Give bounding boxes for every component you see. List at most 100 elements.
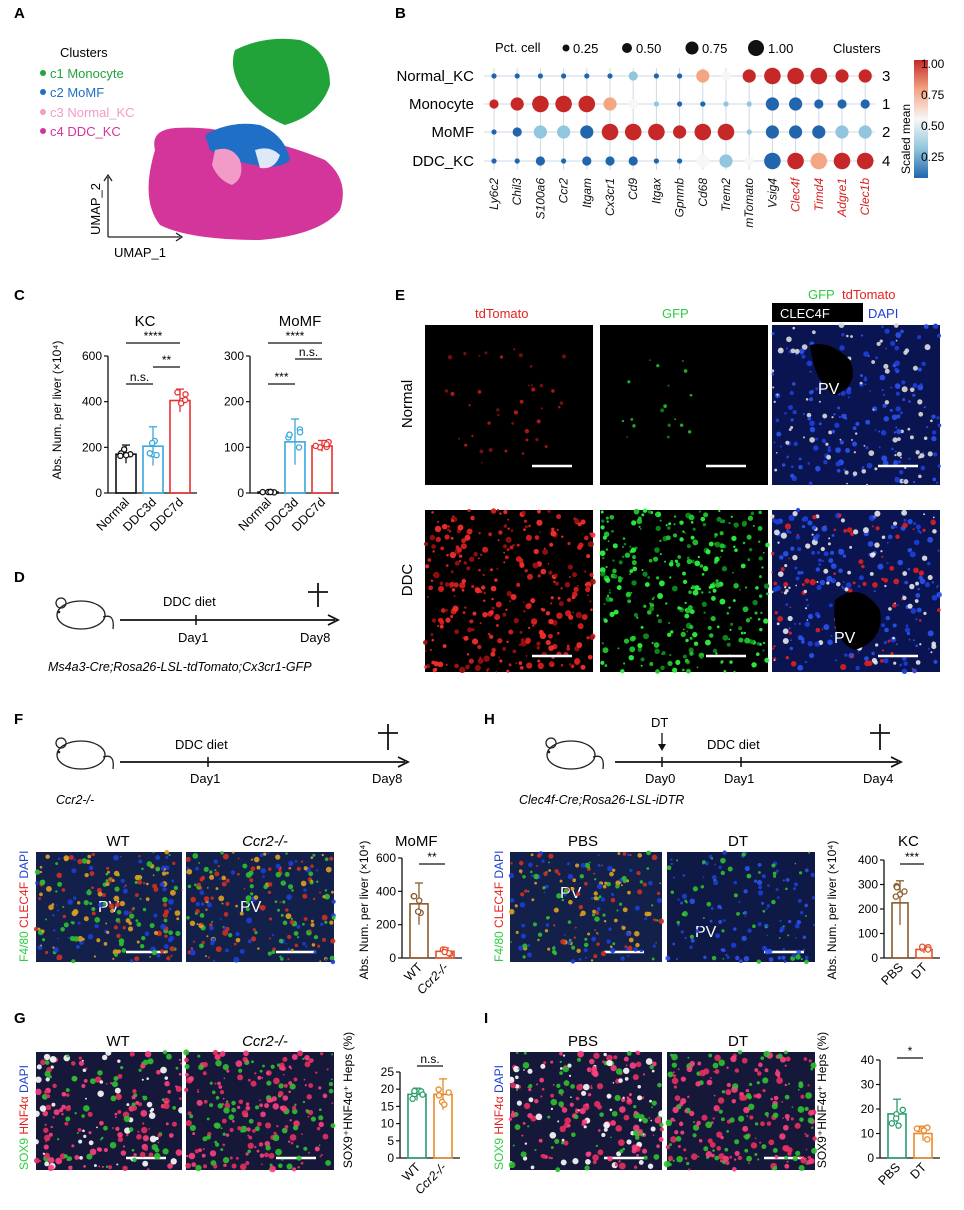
dotplot-dot <box>858 69 872 83</box>
speckle <box>784 1083 788 1087</box>
speckle <box>131 1102 136 1107</box>
speckle <box>793 887 797 891</box>
speckle <box>729 1155 733 1159</box>
speckle <box>757 617 761 621</box>
timeline-f-day8: Day8 <box>372 771 402 786</box>
speckle <box>273 1131 277 1135</box>
speckle <box>256 1149 260 1153</box>
speckle <box>663 404 667 408</box>
pv-label-h-dt: PV <box>695 924 717 941</box>
speckle <box>683 369 688 373</box>
speckle <box>918 570 925 576</box>
speckle <box>815 627 821 633</box>
speckle <box>328 1088 334 1094</box>
speckle <box>864 383 867 386</box>
chart-tick-label: 400 <box>376 884 396 898</box>
speckle <box>38 897 41 900</box>
speckle <box>577 1057 581 1062</box>
speckle <box>435 536 441 543</box>
speckle <box>893 661 897 665</box>
speckle <box>261 1163 263 1166</box>
speckle <box>537 932 543 937</box>
speckle <box>714 1054 721 1062</box>
dotplot-dot <box>814 99 824 109</box>
speckle <box>895 426 898 429</box>
speckle <box>665 524 668 527</box>
speckle <box>512 649 517 654</box>
speckle <box>237 1074 244 1081</box>
speckle <box>695 1124 699 1127</box>
speckle <box>117 1073 123 1079</box>
speckle <box>39 892 43 897</box>
speckle <box>144 931 150 937</box>
speckle <box>164 934 168 938</box>
speckle <box>881 649 885 652</box>
speckle <box>222 1063 229 1071</box>
speckle <box>768 1139 775 1146</box>
speckle <box>442 644 447 649</box>
dotplot-dot <box>628 99 638 109</box>
speckle <box>778 936 781 939</box>
data-point <box>267 488 274 496</box>
speckle <box>904 580 908 585</box>
speckle <box>573 936 577 939</box>
speckle <box>626 1051 632 1056</box>
data-point <box>924 1136 931 1143</box>
speckle <box>446 553 449 557</box>
speckle <box>458 554 463 558</box>
speckle <box>55 1157 63 1165</box>
speckle <box>808 851 811 854</box>
speckle <box>457 524 464 531</box>
speckle <box>318 1144 321 1147</box>
speckle <box>101 1054 108 1061</box>
speckle <box>322 1093 328 1099</box>
speckle <box>289 1119 292 1122</box>
speckle <box>646 610 652 615</box>
data-point <box>259 488 266 496</box>
speckle <box>525 603 532 610</box>
speckle <box>157 1133 162 1138</box>
speckle <box>64 1121 69 1126</box>
speckle <box>524 428 530 434</box>
speckle <box>558 601 564 607</box>
umap-cluster-monocyte <box>232 38 330 125</box>
data-point <box>177 400 185 407</box>
cluster-label-c4: c4 DDC_KC <box>50 124 121 139</box>
data-point <box>888 1120 896 1127</box>
speckle <box>312 897 316 901</box>
speckle <box>65 1088 70 1092</box>
speckle <box>635 942 640 948</box>
speckle <box>893 460 899 466</box>
speckle <box>508 600 512 603</box>
col-label-tdtomato: tdTomato <box>475 306 528 321</box>
timeline-d-day1: Day1 <box>178 630 208 645</box>
speckle <box>862 581 867 587</box>
img-label-i-dt: DT <box>728 1033 748 1050</box>
dotplot-dot <box>510 97 524 111</box>
speckle <box>163 918 168 923</box>
speckle <box>459 582 466 589</box>
dotplot-dot <box>532 95 549 113</box>
speckle <box>623 638 630 644</box>
speckle <box>861 564 865 569</box>
speckle <box>687 1056 690 1059</box>
speckle <box>245 1152 249 1156</box>
speckle <box>882 403 887 408</box>
speckle <box>674 559 679 563</box>
speckle <box>893 323 899 328</box>
speckle <box>647 510 652 514</box>
speckle <box>629 545 632 548</box>
speckle <box>597 854 600 857</box>
speckle <box>536 853 542 858</box>
speckle <box>320 1153 323 1157</box>
speckle <box>821 438 827 444</box>
speckle <box>111 1081 119 1088</box>
dotplot-dot <box>833 152 851 170</box>
speckle <box>772 647 775 650</box>
speckle <box>864 656 869 661</box>
micrograph-speckles <box>185 851 336 965</box>
speckle <box>680 930 684 934</box>
speckle <box>614 1094 621 1102</box>
speckle <box>293 931 299 936</box>
speckle <box>798 464 803 470</box>
